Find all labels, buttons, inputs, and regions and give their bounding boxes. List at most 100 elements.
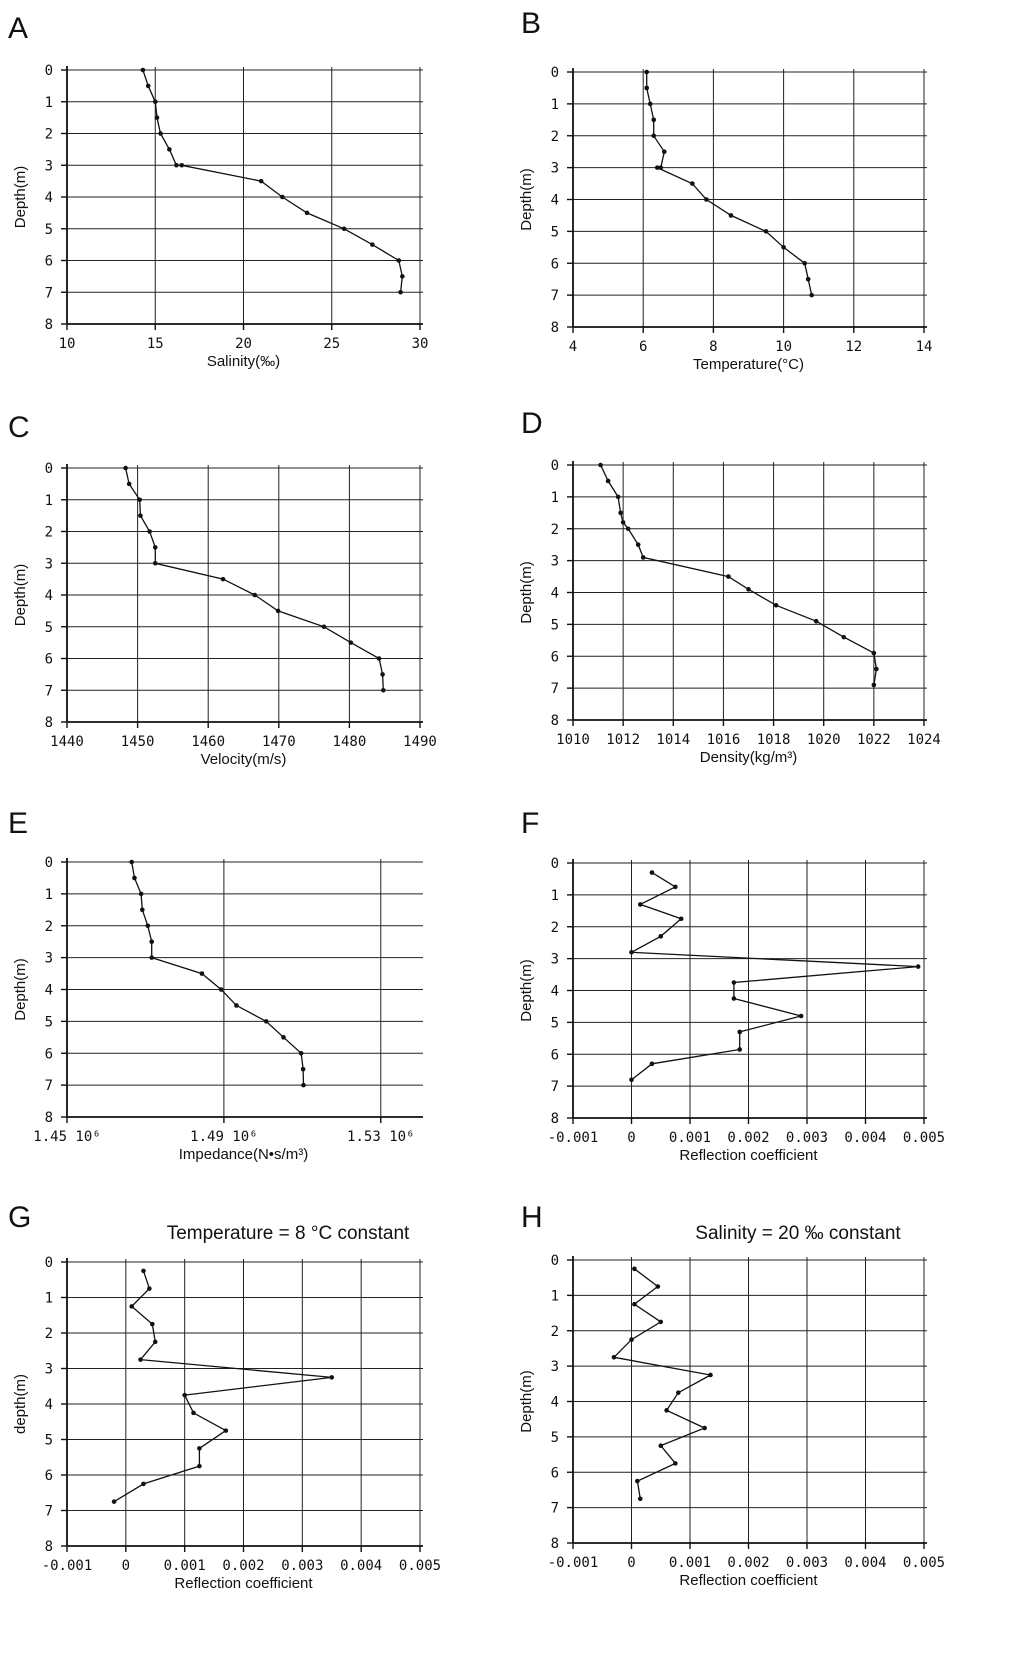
y-tick-label: 2	[45, 127, 53, 143]
data-point	[637, 902, 643, 907]
x-tick-label: 0.003	[786, 1555, 828, 1571]
x-axis-label: Reflection coefficient	[679, 1147, 818, 1164]
panel-letter: E	[8, 807, 28, 840]
y-tick-label: 0	[45, 1255, 53, 1271]
data-point	[658, 1319, 664, 1325]
series-line	[629, 872, 919, 1081]
data-point	[152, 99, 158, 105]
data-point	[199, 971, 205, 976]
x-axis-label: Reflection coefficient	[174, 1575, 313, 1592]
data-point	[620, 520, 626, 525]
y-tick-label: 3	[551, 1359, 559, 1375]
y-tick-label: 6	[551, 256, 559, 272]
y-tick-label: 1	[45, 95, 53, 111]
x-tick-label: 0.005	[903, 1130, 945, 1146]
y-tick-label: 6	[45, 652, 53, 668]
x-tick-label: 12	[845, 339, 862, 355]
data-point	[348, 640, 354, 645]
data-point	[145, 83, 151, 89]
data-point	[644, 85, 650, 91]
x-tick-label: 0.001	[669, 1555, 711, 1571]
data-point	[275, 608, 281, 614]
x-tick-label: 15	[147, 336, 164, 352]
y-tick-label: 5	[551, 1430, 559, 1446]
y-tick-label: 6	[45, 1046, 53, 1062]
y-tick-label: 5	[45, 1014, 53, 1030]
y-tick-label: 0	[45, 855, 53, 871]
data-point	[141, 1481, 146, 1487]
x-tick-label: 1016	[707, 732, 741, 748]
x-axis-label: Velocity(m/s)	[201, 751, 287, 768]
data-point	[329, 1375, 335, 1380]
y-tick-label: 1	[45, 1291, 53, 1307]
y-tick-label: 6	[551, 649, 559, 665]
y-tick-label: 0	[551, 856, 559, 872]
y-tick-label: 8	[45, 1539, 53, 1555]
x-axis-label: Reflection coefficient	[679, 1572, 818, 1589]
y-tick-label: 4	[551, 984, 559, 1000]
x-tick-label: 1018	[757, 732, 791, 748]
x-tick-label: 0.001	[164, 1558, 206, 1574]
x-tick-label: 8	[709, 339, 717, 355]
data-point	[223, 1428, 229, 1433]
data-point	[805, 276, 811, 282]
y-tick-label: 0	[551, 1253, 559, 1269]
data-point	[678, 916, 684, 922]
x-tick-label: 0	[122, 1558, 130, 1574]
data-point	[915, 964, 921, 969]
data-point	[218, 987, 224, 992]
x-axis-label: Impedance(N•s/m³)	[179, 1146, 308, 1163]
data-point	[702, 1425, 707, 1431]
data-point	[649, 1061, 655, 1067]
data-point	[123, 465, 128, 471]
data-point	[704, 197, 709, 202]
x-tick-label: 1014	[656, 732, 690, 748]
x-tick-label: 1024	[907, 732, 941, 748]
data-point	[126, 481, 132, 487]
data-point	[746, 587, 751, 592]
x-tick-label: 1.45 10⁶	[33, 1129, 100, 1145]
x-tick-label: 1450	[121, 734, 155, 750]
x-tick-label: 0.004	[340, 1558, 382, 1574]
y-tick-label: 4	[45, 983, 53, 999]
data-point	[658, 934, 664, 939]
x-tick-label: 0.002	[727, 1130, 769, 1146]
data-point	[140, 67, 146, 73]
y-tick-label: 4	[551, 193, 559, 209]
series-line	[142, 69, 403, 293]
y-tick-label: 3	[45, 158, 53, 174]
x-tick-label: 1460	[191, 734, 225, 750]
data-point	[841, 634, 847, 640]
data-point	[629, 1337, 634, 1342]
x-tick-label: 0.005	[903, 1555, 945, 1571]
y-tick-label: 2	[45, 525, 53, 541]
x-tick-label: 6	[639, 339, 647, 355]
data-point	[300, 1066, 306, 1072]
data-point	[380, 672, 385, 677]
data-point	[809, 292, 814, 298]
chart-panel-g: G Temperature = 8 °C constant 0 1 2 3 4 5 6 7 8 -0.…	[8, 1201, 441, 1592]
y-tick-label: 8	[551, 320, 559, 336]
y-tick-label: 7	[45, 285, 53, 301]
y-axis-label: Depth(m)	[12, 958, 29, 1021]
data-point	[400, 274, 405, 279]
y-axis-label: depth(m)	[12, 1374, 29, 1434]
data-point	[632, 1301, 637, 1307]
x-tick-label: 1.49 10⁶	[190, 1129, 257, 1145]
data-point	[625, 526, 631, 532]
y-tick-label: 6	[45, 254, 53, 270]
data-point	[396, 258, 402, 263]
data-point	[140, 907, 145, 913]
x-tick-label: 20	[235, 336, 252, 352]
data-point	[635, 1478, 640, 1484]
data-point	[629, 1077, 634, 1083]
panel-letter: F	[521, 807, 539, 840]
data-point	[618, 510, 623, 516]
x-tick-label: 4	[569, 339, 577, 355]
data-point	[647, 101, 653, 107]
data-point	[640, 555, 646, 560]
data-point	[676, 1390, 681, 1395]
y-tick-label: 7	[551, 288, 559, 304]
data-point	[629, 949, 634, 955]
